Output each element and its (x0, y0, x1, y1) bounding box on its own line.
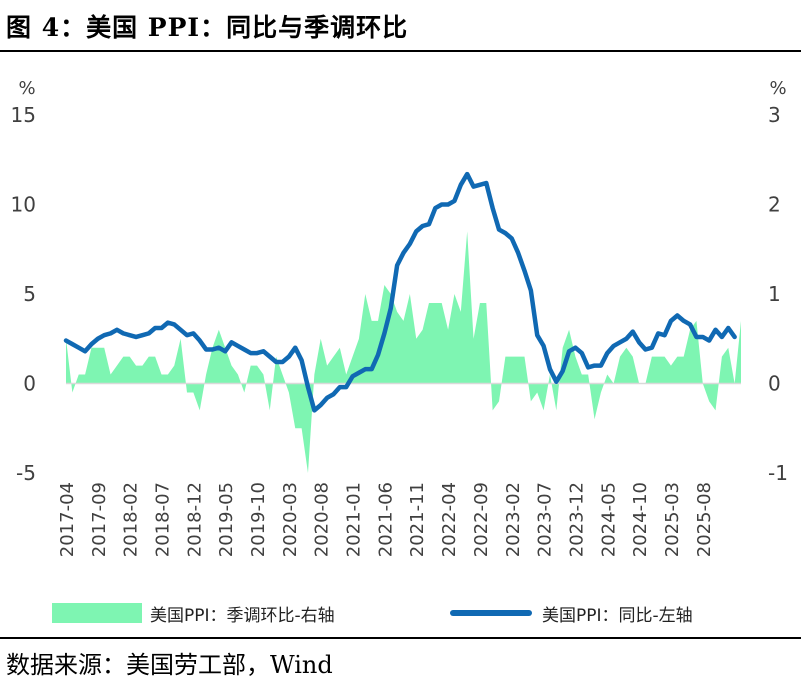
x-tick-label: 2021-01 (344, 482, 365, 557)
x-tick-label: 2019-05 (216, 482, 237, 557)
data-source: 数据来源：美国劳工部，Wind (6, 651, 333, 679)
x-tick-label: 2017-09 (89, 482, 110, 557)
yoy-line-series (63, 171, 737, 413)
legend-label-yoy: 美国PPI：同比-左轴 (542, 605, 693, 626)
x-tick-label: 2022-04 (439, 482, 460, 557)
source-rule (0, 637, 801, 639)
left-tick-label: 5 (23, 282, 36, 306)
x-tick-label: 2018-02 (121, 482, 142, 557)
x-tick-label: 2020-03 (280, 482, 301, 557)
x-tick-label: 2018-12 (184, 482, 205, 557)
right-tick-label: 0 (768, 372, 781, 396)
x-tick-label: 2019-10 (248, 482, 269, 557)
legend-swatch-line (450, 610, 532, 616)
left-axis-unit: % (18, 78, 35, 99)
x-tick-label: 2018-07 (153, 482, 174, 557)
right-axis-unit: % (769, 78, 786, 99)
right-tick-label: -1 (768, 461, 788, 485)
x-tick-label: 2025-08 (694, 482, 715, 557)
x-tick-label: 2023-07 (535, 482, 556, 557)
x-tick-label: 2017-04 (57, 482, 78, 557)
x-tick-label: 2024-10 (630, 482, 651, 557)
legend-item-yoy: 美国PPI：同比-左轴 (450, 600, 693, 626)
x-tick-label: 2023-02 (503, 482, 524, 557)
right-tick-label: 1 (768, 282, 781, 306)
legend-label-mom: 美国PPI：季调环比-右轴 (150, 605, 335, 626)
legend-swatch-area (52, 603, 142, 623)
left-tick-label: 10 (11, 193, 36, 217)
right-tick-label: 2 (768, 193, 781, 217)
right-tick-label: 3 (768, 103, 781, 127)
x-tick-label: 2023-12 (566, 482, 587, 557)
ppi-chart: % % -5 0 5 10 15 -1 0 1 2 3 2017-04 2017-09 2018-02 201… (11, 78, 788, 557)
left-tick-label: 15 (11, 103, 36, 127)
left-tick-label: 0 (23, 372, 36, 396)
x-tick-label: 2020-08 (312, 482, 333, 557)
title-rule (0, 50, 801, 52)
x-tick-label: 2021-11 (407, 482, 428, 557)
legend-item-mom: 美国PPI：季调环比-右轴 (52, 600, 335, 626)
chart-title: 图 4：美国 PPI：同比与季调环比 (6, 13, 409, 42)
left-tick-label: -5 (16, 461, 36, 485)
x-tick-label: 2022-09 (471, 482, 492, 557)
x-tick-label: 2024-05 (598, 482, 619, 557)
mom-area-series (66, 231, 741, 473)
x-tick-label: 2021-06 (375, 482, 396, 557)
x-tick-label: 2025-03 (662, 482, 683, 557)
